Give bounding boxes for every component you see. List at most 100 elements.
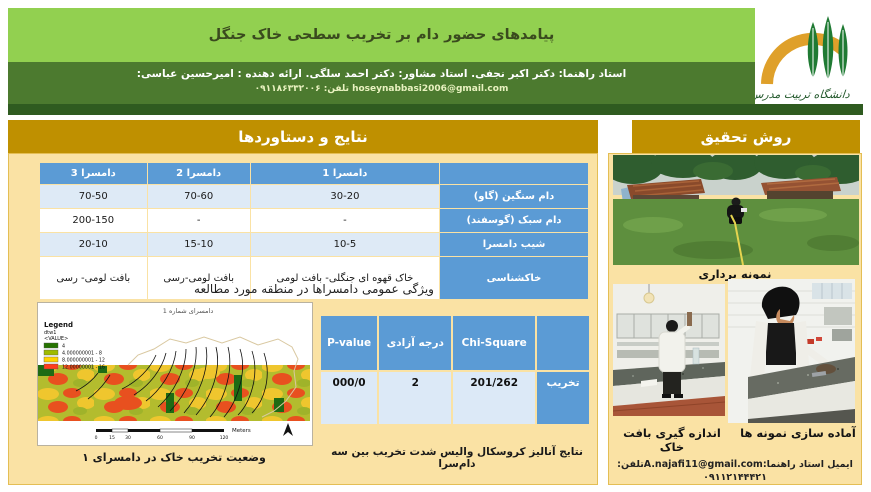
table-row: Chi-Square درجه آزادی P-value <box>318 314 591 372</box>
cell: 70-50 <box>39 184 148 209</box>
tmu-logo-icon: دانشگاه تربیت مدرس <box>749 16 850 101</box>
north-arrow-icon <box>283 423 293 436</box>
photo-captions-row: آماده سازی نمونه ها اندازه گیری بافت خاک <box>609 426 861 455</box>
scale-tick: 90 <box>189 435 195 441</box>
advisor-band: استاد راهنما: دکتر اکبر نجفی. استاد مشاو… <box>8 62 755 104</box>
results-panel: دامسرا 1 دامسرا 2 دامسرا 3 دام سنگین (گا… <box>8 153 598 485</box>
degradation-map: دامسرای شماره 1 <box>37 302 313 446</box>
logo-cypress-trees <box>807 16 848 80</box>
cell: 201/262 <box>451 370 537 426</box>
study-area-outline <box>127 336 299 418</box>
column-header: P-value <box>318 314 380 372</box>
cell: 20-10 <box>39 232 148 257</box>
texture-photo <box>728 279 855 423</box>
cell: 15-10 <box>146 232 251 257</box>
cell: 000/0 <box>318 370 380 426</box>
legend-label: 12.00000001 - 16 <box>62 365 105 371</box>
column-header: دامسرا 1 <box>249 162 441 185</box>
cell: خاک قهوه ای جنگلی- بافت لومی <box>249 256 441 300</box>
scale-tick: 30 <box>125 435 131 441</box>
row-label: دام سنگین (گاو) <box>439 184 589 209</box>
methods-section-title: روش تحقیق <box>700 127 792 146</box>
footer-contact: ایمیل استاد راهنما:A.najafi11@gmail.comت… <box>609 459 861 485</box>
column-header: دامسرا 2 <box>146 162 251 185</box>
legend-label: 4 <box>62 344 65 350</box>
kruskal-caption: نتایج آنالیز کروسکال والیس شدت تخریب بین… <box>331 446 583 470</box>
table-corner-cell <box>439 162 589 185</box>
column-header: درجه آزادی <box>377 314 454 372</box>
scale-tick: 120 <box>220 435 229 441</box>
table-row: دامسرا 1 دامسرا 2 دامسرا 3 <box>39 162 589 185</box>
kruskal-table: Chi-Square درجه آزادی P-value تخریب 201/… <box>318 314 591 426</box>
table-row: شیب دامسرا 10-5 15-10 20-10 <box>39 232 589 257</box>
map-caption: وضعیت تخریب خاک در دامسرای ۱ <box>82 451 266 464</box>
legend-title: Legend <box>44 321 73 329</box>
map-legend: Legend dtw1 <VALUE> 4 4.000000001 - 8 8.… <box>43 321 105 371</box>
legend-swatch <box>43 363 59 370</box>
cell: بافت لومی-رسی <box>146 256 251 300</box>
contact-phone: ۰۹۱۱۲۱۴۴۴۲۱ <box>703 471 767 483</box>
column-header: Chi-Square <box>451 314 537 372</box>
cell: 200-150 <box>39 208 148 233</box>
scale-tick: 15 <box>109 435 115 441</box>
legend-swatch <box>43 342 59 349</box>
sampling-caption: نمونه برداری <box>698 267 772 281</box>
scale-unit: Meters <box>232 428 251 434</box>
poster-title: پیامدهای حضور دام بر تخریب سطحی خاک جنگل <box>208 27 555 43</box>
cell: بافت لومی- رسی <box>39 256 148 300</box>
methods-section-header: روش تحقیق <box>632 120 860 153</box>
header-contact-line: hoseynabbasi2006@gmail.com تلفن: ۰۹۱۱۸۶۳… <box>8 80 755 94</box>
cell: 2 <box>377 370 454 426</box>
column-header: دامسرا 3 <box>39 162 148 185</box>
legend-swatch <box>43 349 59 356</box>
soil-sample <box>816 364 836 374</box>
row-label: دام سبک (گوسفند) <box>439 208 589 233</box>
legend-label: 4.000000001 - 8 <box>62 351 102 357</box>
table-row: تخریب 201/262 2 000/0 <box>318 370 591 426</box>
header-email: hoseynabbasi2006@gmail.com <box>352 84 509 94</box>
cell: 10-5 <box>249 232 441 257</box>
texture-caption: اندازه گیری بافت خاک <box>623 426 721 455</box>
header-divider-strip <box>8 104 863 115</box>
livestock-table-caption: ویژگی عمومی دامسراها در منطقه مورد مطالع… <box>194 282 434 296</box>
advisors-line: استاد راهنما: دکتر اکبر نجفی. استاد مشاو… <box>136 68 627 80</box>
cell: 30-20 <box>249 184 441 209</box>
measuring-tape <box>730 214 744 265</box>
contact-prefix: ایمیل استاد راهنما: <box>762 459 853 470</box>
legend-swatch <box>43 356 59 363</box>
scale-tick: 60 <box>157 435 163 441</box>
row-label: شیب دامسرا <box>439 232 589 257</box>
sampling-photo <box>613 155 859 265</box>
legend-layer: dtw1 <box>44 330 56 336</box>
table-row: دام سبک (گوسفند) - - 200-150 <box>39 208 589 233</box>
map-figure: دامسرای شماره 1 <box>38 307 310 441</box>
header-phone: ۰۹۱۱۸۶۳۳۲۰۰۶ <box>254 84 321 94</box>
row-label: تخریب <box>535 370 591 426</box>
map-title: دامسرای شماره 1 <box>163 307 214 315</box>
scale-tick: 0 <box>95 435 98 441</box>
methods-panel: نمونه برداری <box>608 153 862 485</box>
row-label: خاکشناسی <box>439 256 589 300</box>
table-corner-cell <box>535 314 591 372</box>
results-section-title: نتایج و دستاوردها <box>238 127 368 146</box>
table-row: دام سنگین (گاو) 30-20 70-60 70-50 <box>39 184 589 209</box>
legend-label: 8.000000001 - 12 <box>62 358 105 364</box>
map-scale-bar: 0 15 30 60 90 120 Meters <box>95 428 251 441</box>
preparation-caption: آماده سازی نمونه ها <box>740 426 856 440</box>
university-logo: دانشگاه تربیت مدرس <box>749 8 863 104</box>
table-row: خاکشناسی خاک قهوه ای جنگلی- بافت لومی با… <box>39 256 589 300</box>
results-section-header: نتایج و دستاوردها <box>8 120 598 153</box>
contact-phone-label: تلفن: <box>617 459 644 470</box>
legend-value-label: <VALUE> <box>44 336 68 342</box>
logo-calligraphy: دانشگاه تربیت مدرس <box>755 88 850 101</box>
contact-email: A.najafi11@gmail.com <box>643 459 763 470</box>
livestock-table: دامسرا 1 دامسرا 2 دامسرا 3 دام سنگین (گا… <box>39 162 589 300</box>
contour-lines <box>75 346 268 418</box>
lab-worker-figure <box>658 312 692 398</box>
cell: - <box>249 208 441 233</box>
cell: 70-60 <box>146 184 251 209</box>
header-phone-label: تلفن: <box>323 84 349 94</box>
preparation-photo <box>613 284 725 416</box>
poster-title-band: پیامدهای حضور دام بر تخریب سطحی خاک جنگل <box>8 8 755 62</box>
